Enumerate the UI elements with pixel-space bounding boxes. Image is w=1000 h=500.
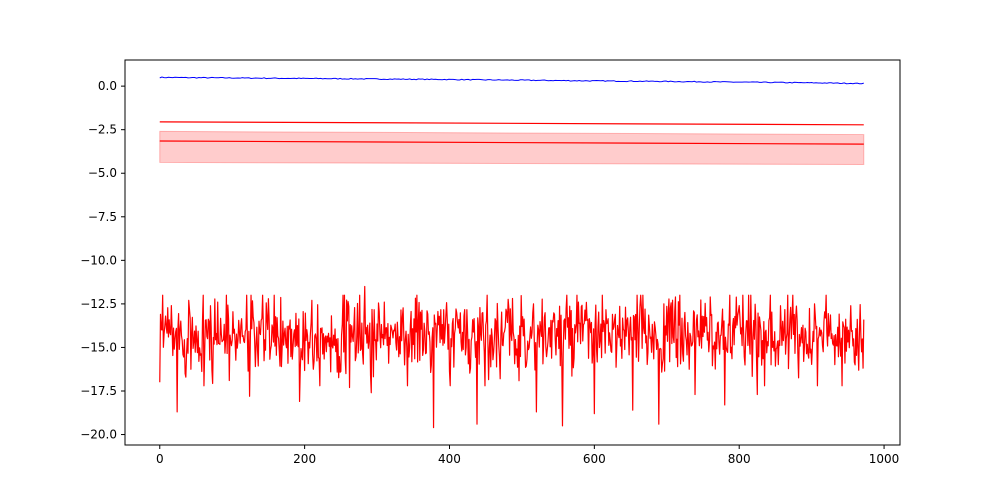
y-tick-label: −7.5 <box>88 210 117 224</box>
y-axis: 0.0 −2.5 −5.0 −7.5 −10.0 −12.5 −15.0 −17.5 −20.0 <box>80 79 125 442</box>
blue-line <box>159 76 864 85</box>
x-tick-label: 0 <box>156 452 164 466</box>
y-tick-label: −10.0 <box>80 253 117 267</box>
y-tick-label: −20.0 <box>80 428 117 442</box>
x-tick-label: 200 <box>293 452 316 466</box>
y-tick-label: −17.5 <box>80 384 117 398</box>
axes-frame <box>124 59 901 446</box>
y-tick-label: −2.5 <box>88 123 117 137</box>
y-tick-label: −5.0 <box>88 166 117 180</box>
x-tick-label: 800 <box>728 452 751 466</box>
x-tick-label: 600 <box>583 452 606 466</box>
y-tick-label: 0.0 <box>98 79 117 93</box>
x-tick-label: 400 <box>438 452 461 466</box>
noisy-red-series <box>159 285 865 429</box>
y-tick-label: −12.5 <box>80 297 117 311</box>
y-tick-label: −15.0 <box>80 340 117 354</box>
plot-area <box>159 76 865 429</box>
x-axis: 0 200 400 600 800 1000 <box>156 445 899 466</box>
upper-red-line <box>159 121 864 126</box>
x-tick-label: 1000 <box>869 452 900 466</box>
confidence-band <box>159 130 865 166</box>
mean-red-line <box>159 140 864 145</box>
